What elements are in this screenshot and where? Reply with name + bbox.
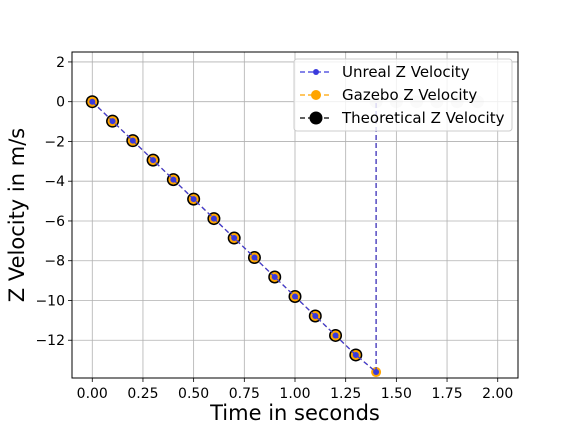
y-tick-label: −4 bbox=[44, 174, 65, 190]
data-point bbox=[332, 332, 339, 339]
x-tick-label: 0.25 bbox=[127, 386, 158, 402]
legend-box bbox=[293, 58, 513, 132]
y-tick-label: −10 bbox=[35, 293, 65, 309]
data-point bbox=[210, 215, 217, 222]
y-tick-label: 0 bbox=[56, 95, 65, 111]
y-tick-label: −12 bbox=[35, 333, 65, 349]
data-point bbox=[292, 293, 298, 300]
data-point bbox=[150, 157, 157, 164]
data-point bbox=[129, 137, 136, 144]
x-tick-label: 0.50 bbox=[178, 386, 209, 402]
series-0 bbox=[89, 98, 380, 376]
x-tick-label: 1.00 bbox=[279, 386, 310, 402]
legend-marker bbox=[311, 90, 321, 100]
legend-label: Unreal Z Velocity bbox=[342, 63, 470, 81]
legend-marker bbox=[313, 69, 319, 75]
legend: Unreal Z Velocity Gazebo Z Velocity Theore… bbox=[293, 58, 513, 132]
y-tick-label: −8 bbox=[44, 254, 65, 270]
x-tick-label: 1.50 bbox=[381, 386, 412, 402]
series-2 bbox=[85, 95, 484, 362]
y-axis-ticks: 2 0 −2 −4 −6 −8 −10 −12 bbox=[35, 55, 72, 349]
data-point bbox=[190, 196, 197, 203]
data-point bbox=[312, 312, 319, 319]
y-tick-label: 2 bbox=[56, 55, 65, 71]
data-point bbox=[352, 351, 359, 358]
legend-label: Gazebo Z Velocity bbox=[342, 86, 477, 104]
data-point bbox=[251, 254, 258, 261]
x-axis-ticks: 0.00 0.25 0.50 0.75 1.00 1.25 1.50 1.75 2.00 bbox=[77, 378, 513, 402]
x-tick-label: 0.00 bbox=[77, 386, 108, 402]
data-point bbox=[271, 274, 278, 281]
legend-label: Theoretical Z Velocity bbox=[341, 109, 505, 127]
series-line bbox=[91, 101, 377, 374]
legend-marker bbox=[309, 111, 323, 125]
series-layer bbox=[85, 95, 484, 378]
data-point bbox=[231, 235, 238, 242]
y-tick-label: −6 bbox=[44, 214, 65, 230]
y-axis-label: Z Velocity in m/s bbox=[5, 128, 29, 302]
x-tick-label: 2.00 bbox=[482, 386, 513, 402]
x-axis-label: Time in seconds bbox=[209, 401, 380, 425]
y-tick-label: −2 bbox=[44, 134, 65, 150]
x-tick-label: 1.25 bbox=[330, 386, 361, 402]
data-point bbox=[109, 118, 116, 125]
data-point bbox=[89, 98, 96, 105]
data-point bbox=[373, 369, 380, 376]
x-tick-label: 0.75 bbox=[229, 386, 260, 402]
x-tick-label: 1.75 bbox=[431, 386, 462, 402]
data-point bbox=[170, 176, 177, 183]
